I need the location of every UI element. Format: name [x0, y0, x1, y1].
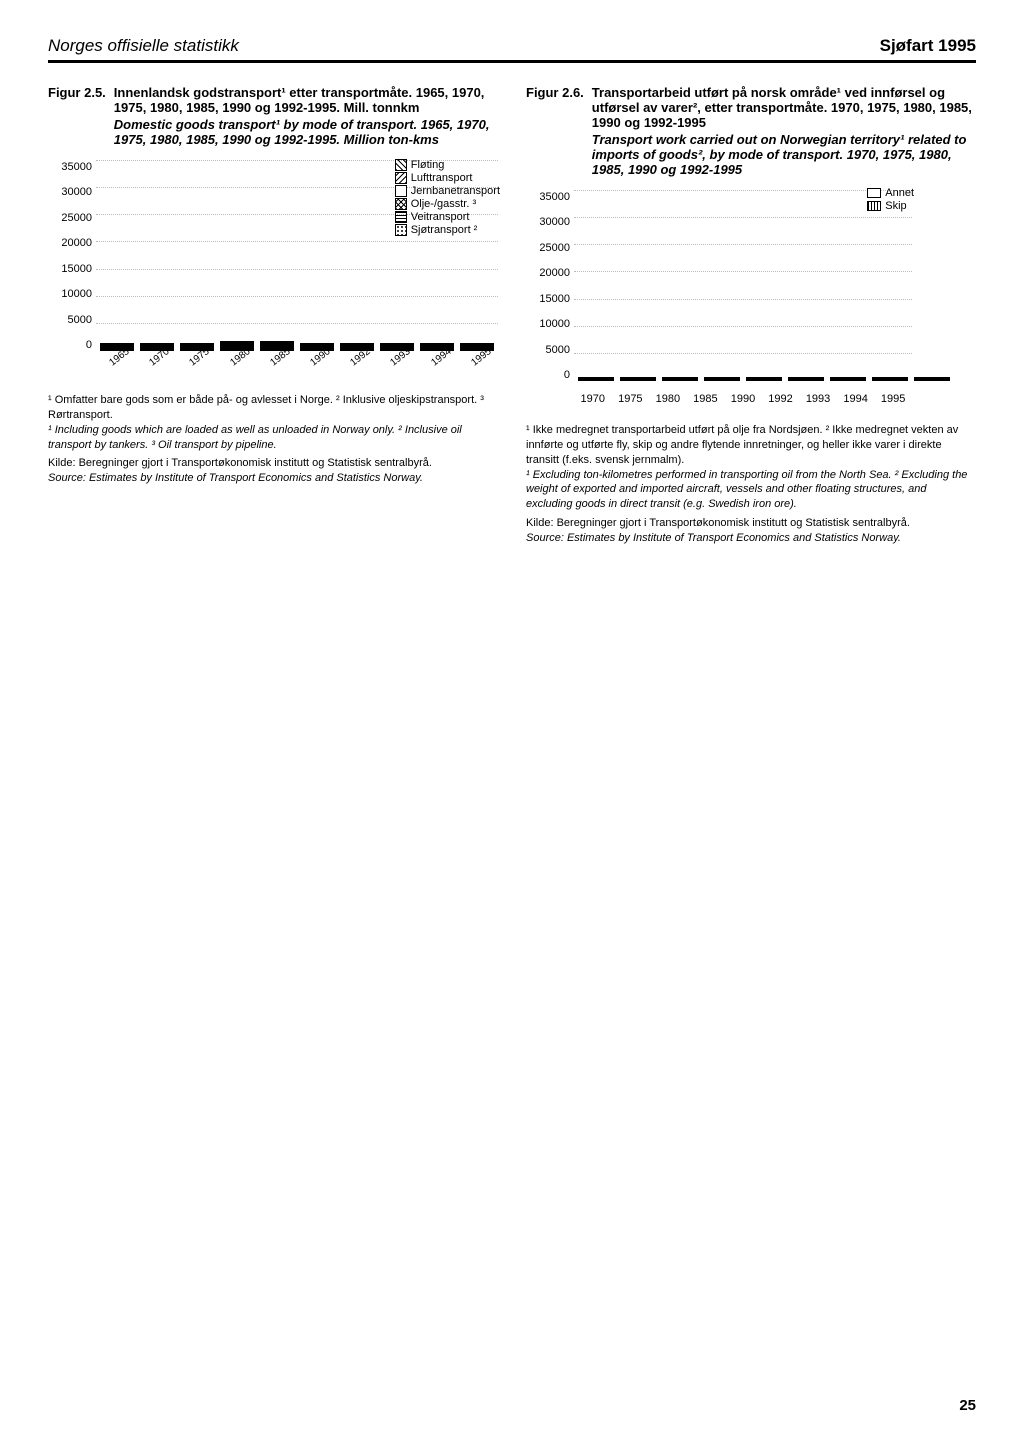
figure-2-5-title-no: Innenlandsk godstransport¹ etter transpo… [114, 85, 485, 115]
header-left: Norges offisielle statistikk [48, 36, 239, 56]
figures-row: Figur 2.5. Innenlandsk godstransport¹ et… [48, 85, 976, 546]
figure-2-5-source: Kilde: Beregninger gjort i Transportøkon… [48, 456, 498, 471]
figure-2-6-ylabels: 35000300002500020000150001000050000 [526, 191, 570, 381]
figure-2-5-footnotes: ¹ Omfatter bare gods som er både på- og … [48, 393, 498, 486]
figure-2-5: Figur 2.5. Innenlandsk godstransport¹ et… [48, 85, 498, 546]
header-right: Sjøfart 1995 [880, 36, 976, 56]
figure-2-6-title: Transportarbeid utført på norsk område¹ … [592, 85, 976, 177]
figure-2-5-legend: FløtingLufttransportJernbanetransportOlj… [395, 159, 500, 237]
page-number: 25 [959, 1397, 976, 1414]
figure-2-6-title-en: Transport work carried out on Norwegian … [592, 132, 976, 177]
figure-2-6-footnotes: ¹ Ikke medregnet transportarbeid utført … [526, 423, 976, 546]
figure-2-6-footnote-en: ¹ Excluding ton-kilometres performed in … [526, 468, 976, 513]
figure-2-6: Figur 2.6. Transportarbeid utført på nor… [526, 85, 976, 546]
figure-2-6-heading: Figur 2.6. Transportarbeid utført på nor… [526, 85, 976, 177]
figure-2-5-ylabels: 35000300002500020000150001000050000 [48, 161, 92, 351]
figure-2-5-number: Figur 2.5. [48, 85, 106, 147]
figure-2-5-heading: Figur 2.5. Innenlandsk godstransport¹ et… [48, 85, 498, 147]
figure-2-5-footnote: ¹ Omfatter bare gods som er både på- og … [48, 393, 498, 423]
figure-2-6-number: Figur 2.6. [526, 85, 584, 177]
figure-2-5-source-en: Source: Estimates by Institute of Transp… [48, 471, 498, 486]
figure-2-6-source-en: Source: Estimates by Institute of Transp… [526, 531, 976, 546]
figure-2-6-title-no: Transportarbeid utført på norsk område¹ … [592, 85, 972, 130]
figure-2-6-xlabels: 197019751980198519901992199319941995 [574, 393, 912, 405]
figure-2-5-chart: 35000300002500020000150001000050000 Fløt… [48, 161, 498, 381]
figure-2-6-chart: 35000300002500020000150001000050000 Anne… [526, 191, 976, 411]
figure-2-6-footnote: ¹ Ikke medregnet transportarbeid utført … [526, 423, 976, 468]
figure-2-5-footnote-en: ¹ Including goods which are loaded as we… [48, 423, 498, 453]
figure-2-5-title: Innenlandsk godstransport¹ etter transpo… [114, 85, 498, 147]
figure-2-6-bars [574, 191, 912, 381]
figure-2-6-source: Kilde: Beregninger gjort i Transportøkon… [526, 516, 976, 531]
page-header: Norges offisielle statistikk Sjøfart 199… [48, 36, 976, 60]
figure-2-6-legend: AnnetSkip [867, 187, 914, 213]
header-rule [48, 60, 976, 63]
figure-2-5-title-en: Domestic goods transport¹ by mode of tra… [114, 117, 498, 147]
figure-2-5-xlabels: 1965197019751980198519901992199319941995 [96, 353, 498, 381]
